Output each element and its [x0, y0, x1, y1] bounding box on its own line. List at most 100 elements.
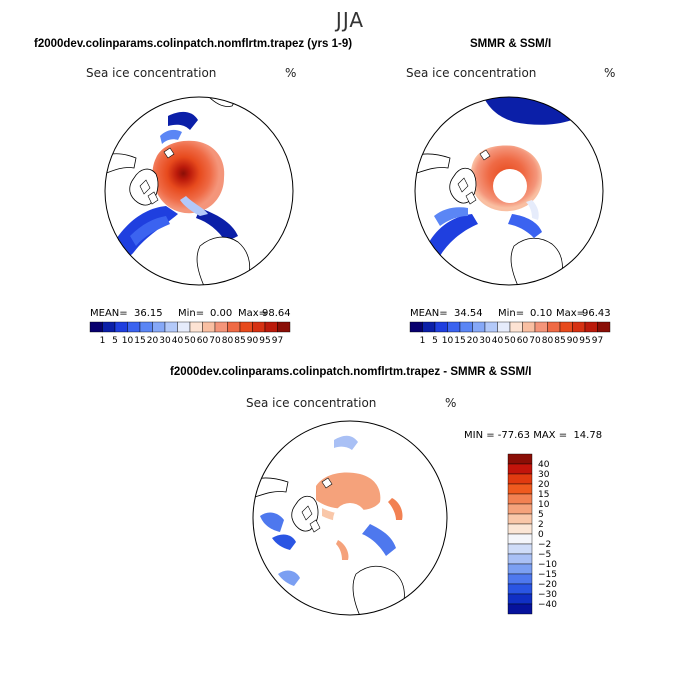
diff-colorbar-swatch: [507, 453, 533, 465]
obs-colorbar-tick-label: 15: [454, 336, 465, 346]
diff-hudson-negative: [278, 570, 300, 586]
diff-islands: [301, 477, 333, 533]
model-colorbar-swatch: [89, 321, 103, 333]
obs-colorbar-tick-label: 10: [442, 336, 454, 346]
diff-colorbar-tick-label: −20: [538, 580, 557, 590]
diff-colorbar-swatch: [507, 503, 533, 515]
model-colorbar-swatch: [127, 321, 141, 333]
model-mean-value: 36.15: [134, 308, 163, 319]
diff-colorbar-swatch: [507, 463, 533, 475]
obs-colorbar-tick-label: 40: [492, 336, 504, 346]
diff-colorbar-tick-label: 20: [538, 480, 550, 490]
obs-colorbar-tick-label: 20: [467, 336, 479, 346]
diff-colorbar-swatch: [507, 603, 533, 615]
model-eurasia: [196, 236, 251, 285]
model-canada: [105, 153, 137, 175]
model-colorbar-tick-label: 15: [134, 336, 145, 346]
diff-atlantic-negative: [260, 512, 284, 532]
diff-colorbar-tick-label: 40: [538, 460, 550, 470]
obs-min-label: Min=: [498, 308, 525, 319]
obs-max-label: Max=: [556, 308, 586, 319]
obs-canada: [415, 153, 451, 175]
obs-colorbar-tick-label: 50: [504, 336, 516, 346]
model-colorbar-tick-label: 90: [247, 336, 259, 346]
model-max-value: 98.64: [262, 308, 291, 319]
model-colorbar-swatch: [189, 321, 203, 333]
obs-colorbar-swatch: [547, 321, 561, 333]
obs-pole-hole: [493, 169, 527, 203]
obs-marginal-ice-barents: [508, 214, 542, 238]
diff-colorbar-swatch: [507, 513, 533, 525]
diff-pole-hole: [333, 503, 367, 537]
obs-colorbar-tick-label: 5: [432, 336, 438, 346]
model-min-label: Min=: [178, 308, 205, 319]
model-units-label: %: [285, 66, 297, 80]
model-colorbar-swatch: [227, 321, 241, 333]
diff-field-label: Sea ice concentration: [246, 396, 377, 410]
obs-marginal-ice-west: [427, 214, 478, 259]
diff-colorbar-swatch: [507, 523, 533, 535]
model-panel-title: f2000dev.colinparams.colinpatch.nomflrtm…: [34, 38, 353, 50]
obs-colorbar-swatch: [559, 321, 573, 333]
model-mean-label: MEAN=: [90, 308, 128, 319]
diff-colorbar-swatch: [507, 493, 533, 505]
model-colorbar-tick-label: 97: [272, 336, 283, 346]
diff-colorbar-swatch: [507, 573, 533, 585]
model-colorbar-tick-label: 30: [159, 336, 171, 346]
diff-colorbar-swatch: [507, 473, 533, 485]
diff-colorbar-tick-label: −15: [538, 570, 557, 580]
diff-colorbar-tick-label: −10: [538, 560, 557, 570]
obs-colorbar-tick-label: 95: [579, 336, 590, 346]
model-colorbar-swatch: [102, 321, 116, 333]
model-marginal-ice-barents: [196, 208, 238, 242]
obs-colorbar-tick-label: 30: [479, 336, 491, 346]
model-colorbar-tick-label: 5: [112, 336, 118, 346]
obs-colorbar-tick-label: 80: [542, 336, 554, 346]
diff-concentration-map: [252, 420, 448, 616]
obs-colorbar-swatch: [434, 321, 448, 333]
diff-colorbar-tick-label: −30: [538, 590, 557, 600]
diff-panel-title: f2000dev.colinparams.colinpatch.nomflrtm…: [170, 366, 532, 378]
model-colorbar-tick-label: 80: [222, 336, 234, 346]
model-colorbar-swatch: [252, 321, 266, 333]
model-colorbar-tick-label: 60: [197, 336, 209, 346]
diff-colorbar-tick-label: 30: [538, 470, 550, 480]
obs-max-value: 96.43: [582, 308, 611, 319]
model-max-label: Max=: [238, 308, 268, 319]
diff-colorbar-swatch: [507, 553, 533, 565]
diff-colorbar-tick-label: 15: [538, 490, 549, 500]
obs-colorbar-swatch: [472, 321, 486, 333]
model-colorbar-tick-label: 50: [184, 336, 196, 346]
obs-colorbar-tick-label: 90: [567, 336, 579, 346]
model-colorbar: 1 5 10 15 20 30 40 50 60 70 80 85 90 95 97: [89, 321, 291, 346]
obs-concentration-map: [414, 96, 604, 286]
model-colorbar-swatch: [164, 321, 178, 333]
diff-canada: [253, 477, 289, 499]
obs-colorbar-swatch: [484, 321, 498, 333]
model-pack-edge: [180, 196, 208, 216]
model-colorbar-tick-label: 95: [259, 336, 270, 346]
model-colorbar-tick-label: 40: [172, 336, 184, 346]
diff-colorbar-tick-label: 2: [538, 520, 544, 530]
obs-colorbar-swatch: [584, 321, 598, 333]
diff-colorbar-tick-label: 5: [538, 510, 544, 520]
model-colorbar-tick-label: 20: [147, 336, 159, 346]
obs-field-label: Sea ice concentration: [406, 66, 537, 80]
model-colorbar-swatch: [139, 321, 153, 333]
obs-min-value: 0.10: [530, 308, 553, 319]
obs-colorbar-tick-label: 97: [592, 336, 603, 346]
model-field-label: Sea ice concentration: [86, 66, 217, 80]
diff-units-label: %: [445, 396, 457, 410]
diff-siberia-positive: [336, 540, 349, 560]
obs-colorbar-swatch: [522, 321, 536, 333]
diff-pacific-negative: [334, 435, 358, 450]
model-concentration-map: [104, 96, 294, 286]
obs-colorbar-swatch: [422, 321, 436, 333]
model-colorbar-tick-label: 1: [100, 336, 106, 346]
obs-colorbar-swatch: [447, 321, 461, 333]
diff-colorbar-swatch: [507, 593, 533, 605]
model-colorbar-swatch: [202, 321, 216, 333]
obs-units-label: %: [604, 66, 616, 80]
season-title: JJA: [335, 8, 365, 32]
